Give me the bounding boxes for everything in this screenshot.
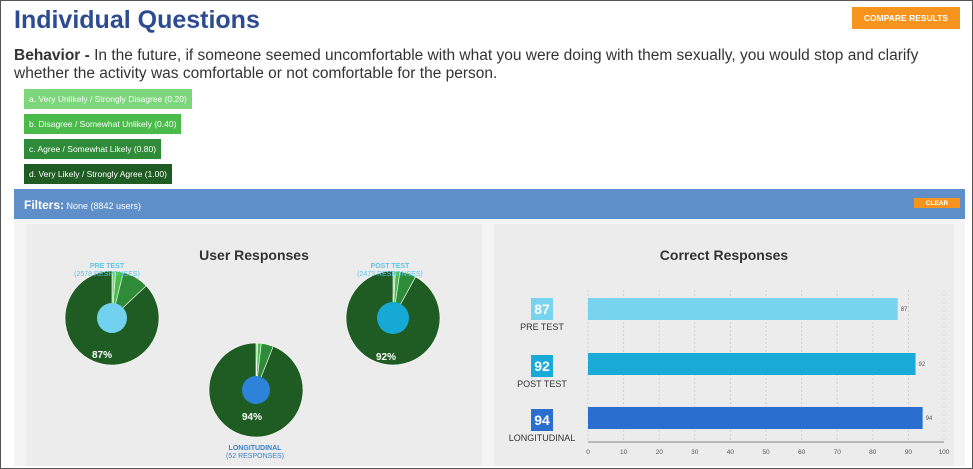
bar-label-post-test: POST TEST xyxy=(517,379,567,389)
correct-responses-chart: 0 10 20 30 40 50 60 70 80 90 100 87 92 94 xyxy=(586,290,950,456)
x-tick-label: 0 xyxy=(586,449,590,456)
score-badge-post-test: 92 xyxy=(531,355,553,377)
user-responses-title: User Responses xyxy=(199,247,309,263)
filters-label: Filters: xyxy=(24,198,65,212)
pie-post-test-count: (2473 RESPONSES) xyxy=(357,271,423,278)
pie-label-pre-test: PRE TEST (2578 RESPONSES) xyxy=(62,263,152,279)
pie-post-test-name: POST TEST xyxy=(370,263,410,270)
x-tick-label: 30 xyxy=(691,449,699,456)
answer-option-a[interactable]: a. Very Unlikely / Strongly Disagree (0.… xyxy=(24,89,192,109)
compare-results-button[interactable]: COMPARE RESULTS xyxy=(852,7,960,29)
pie-pre-test-name: PRE TEST xyxy=(89,263,125,270)
x-tick-label: 60 xyxy=(798,449,806,456)
pie-longitudinal-center xyxy=(242,376,270,404)
bar-value-label-pre-test: 87 xyxy=(901,307,908,313)
x-tick-label: 10 xyxy=(620,449,628,456)
x-tick-label: 70 xyxy=(834,449,842,456)
score-badge-pre-test: 87 xyxy=(531,298,553,320)
score-badge-longitudinal: 94 xyxy=(531,409,553,431)
answer-option-d[interactable]: d. Very Likely / Strongly Agree (1.00) xyxy=(24,164,172,184)
x-tick-label: 80 xyxy=(869,449,877,456)
filters-bar: Filters: None (8842 users) CLEAR xyxy=(14,189,965,219)
x-tick-label: 20 xyxy=(656,449,664,456)
user-responses-panel: User Responses PRE TEST (2578 RESPONSES) … xyxy=(26,224,482,466)
filters-value: None (8842 users) xyxy=(64,201,142,211)
pie-label-longitudinal: LONGITUDINAL (52 RESPONSES) xyxy=(210,445,300,461)
question-category: Behavior - xyxy=(14,47,90,64)
bar-value-label-post-test: 92 xyxy=(919,362,926,368)
bar-post-test xyxy=(588,353,916,375)
user-responses-pies xyxy=(64,270,441,438)
pie-longitudinal-count: (52 RESPONSES) xyxy=(226,453,284,460)
page-title: Individual Questions xyxy=(14,6,260,34)
pie-post-test-percent: 92% xyxy=(376,352,397,363)
filters-status: Filters: None (8842 users) xyxy=(24,198,141,212)
x-tick-label: 50 xyxy=(762,449,770,456)
x-tick-label: 40 xyxy=(727,449,735,456)
pie-pre-test-count: (2578 RESPONSES) xyxy=(74,271,140,278)
pie-post-test-center xyxy=(377,302,409,334)
pie-pre-test-center xyxy=(97,303,127,333)
bar-label-longitudinal: LONGITUDINAL xyxy=(508,433,576,443)
answer-option-b[interactable]: b. Disagree / Somewhat Unlikely (0.40) xyxy=(24,114,182,134)
bar-pre-test xyxy=(588,298,898,320)
pie-longitudinal-name: LONGITUDINAL xyxy=(228,445,282,452)
question-body: In the future, if someone seemed uncomfo… xyxy=(14,47,919,82)
bar-label-pre-test: PRE TEST xyxy=(520,322,564,332)
pie-longitudinal-percent: 94% xyxy=(242,412,263,423)
pie-label-post-test: POST TEST (2473 RESPONSES) xyxy=(345,263,435,279)
results-area: User Responses PRE TEST (2578 RESPONSES) … xyxy=(14,219,965,466)
pie-pre-test-percent: 87% xyxy=(92,350,113,361)
answer-option-c[interactable]: c. Agree / Somewhat Likely (0.80) xyxy=(24,139,162,159)
x-tick-label: 100 xyxy=(939,449,950,456)
clear-filters-button[interactable]: CLEAR xyxy=(914,198,960,208)
correct-responses-title: Correct Responses xyxy=(659,247,789,263)
bar-value-label-longitudinal: 94 xyxy=(926,416,933,422)
bar-longitudinal xyxy=(588,407,923,429)
correct-responses-panel: Correct Responses 87 PRE TEST 92 POST TE… xyxy=(494,224,954,466)
x-tick-label: 90 xyxy=(905,449,913,456)
question-text: Behavior - In the future, if someone see… xyxy=(14,47,954,83)
